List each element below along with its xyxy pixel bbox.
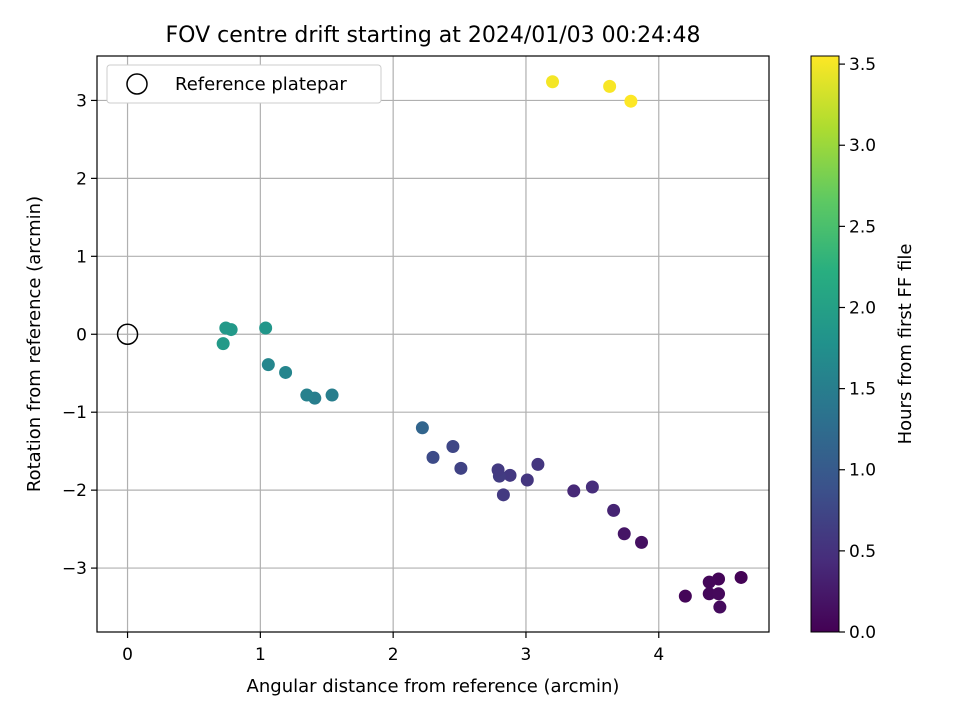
colorbar-frame <box>810 55 840 633</box>
y-tick-label: −2 <box>62 481 87 501</box>
scatter-point <box>219 321 233 335</box>
scatter-point <box>713 600 727 614</box>
colorbar-label: Hours from first FF file <box>895 244 916 445</box>
x-tick-label: 1 <box>255 645 266 665</box>
x-tick-label: 0 <box>122 645 133 665</box>
legend-entry-label: Reference platepar <box>175 74 347 95</box>
y-axis-label: Rotation from reference (arcmin) <box>24 196 45 492</box>
y-tick-label: −1 <box>62 403 87 423</box>
scatter-point <box>415 421 429 435</box>
scatter-point <box>531 457 545 471</box>
scatter-point <box>496 488 510 502</box>
scatter-point <box>300 388 314 402</box>
plot-area <box>97 56 769 632</box>
scatter-point <box>503 468 517 482</box>
colorbar-tick-label: 3.0 <box>849 136 876 156</box>
scatter-point <box>702 587 716 601</box>
scatter-point <box>734 570 748 584</box>
scatter-point <box>585 480 599 494</box>
x-tick-label: 4 <box>653 645 664 665</box>
colorbar-tick-label: 0.0 <box>849 623 876 643</box>
legend: Reference platepar <box>106 64 382 104</box>
scatter-point <box>216 337 230 351</box>
scatter-point <box>567 484 581 498</box>
scatter-point <box>520 473 534 487</box>
scatter-point <box>635 535 649 549</box>
scatter-point <box>624 94 638 108</box>
legend-box <box>106 64 382 104</box>
scatter-point <box>603 79 617 93</box>
scatter-point <box>712 587 726 601</box>
x-tick-label: 3 <box>521 645 532 665</box>
colorbar-tick-label: 1.0 <box>849 461 876 481</box>
scatter-point <box>546 75 560 89</box>
scatter-point <box>446 439 460 453</box>
data-points <box>116 75 748 614</box>
colorbar: 0.0 0.5 1.0 1.5 2.0 2.5 3.0 3.5 Hours from firs… <box>810 55 916 643</box>
scatter-point <box>454 461 468 475</box>
scatter-point <box>678 589 692 603</box>
y-tick-label: −3 <box>62 559 87 579</box>
scatter-point <box>259 321 273 335</box>
y-tick-label: 1 <box>76 247 87 267</box>
chart-title: FOV centre drift starting at 2024/01/03 … <box>166 23 701 48</box>
scatter-point <box>261 358 275 372</box>
y-tick-label: 3 <box>76 91 87 111</box>
colorbar-tick-label: 2.0 <box>849 298 876 318</box>
colorbar-tick-label: 3.5 <box>849 55 876 75</box>
plot-frame <box>96 55 770 633</box>
reference-point <box>116 323 139 346</box>
scatter-point <box>325 388 339 402</box>
scatter-point <box>279 365 293 379</box>
colorbar-tick-label: 0.5 <box>849 542 876 562</box>
y-tick-label: 0 <box>76 325 87 345</box>
scatter-point <box>426 450 440 464</box>
colorbar-tick-label: 2.5 <box>849 217 876 237</box>
x-axis-label: Angular distance from reference (arcmin) <box>247 676 620 697</box>
x-tick-label: 2 <box>388 645 399 665</box>
scatter-point <box>491 463 505 477</box>
x-axis-ticks: 0 1 2 3 4 <box>122 632 664 665</box>
y-axis-ticks: −3 −2 −1 0 1 2 3 <box>62 91 97 579</box>
scatter-point <box>617 527 631 541</box>
y-tick-label: 2 <box>76 169 87 189</box>
colorbar-tick-label: 1.5 <box>849 380 876 400</box>
legend-marker-open-circle <box>126 73 148 95</box>
colorbar-gradient <box>811 56 839 632</box>
scatter-point <box>702 575 716 589</box>
colorbar-ticks: 0.0 0.5 1.0 1.5 2.0 2.5 3.0 3.5 <box>839 55 876 643</box>
scatter-point <box>607 503 621 517</box>
